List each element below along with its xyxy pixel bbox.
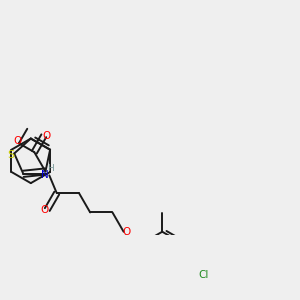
Text: H: H: [47, 164, 54, 173]
Text: N: N: [41, 170, 49, 180]
Text: S: S: [7, 150, 14, 160]
Text: O: O: [43, 131, 51, 141]
Text: O: O: [122, 227, 130, 237]
Text: O: O: [13, 136, 21, 146]
Text: O: O: [40, 205, 48, 214]
Text: Cl: Cl: [198, 270, 209, 280]
